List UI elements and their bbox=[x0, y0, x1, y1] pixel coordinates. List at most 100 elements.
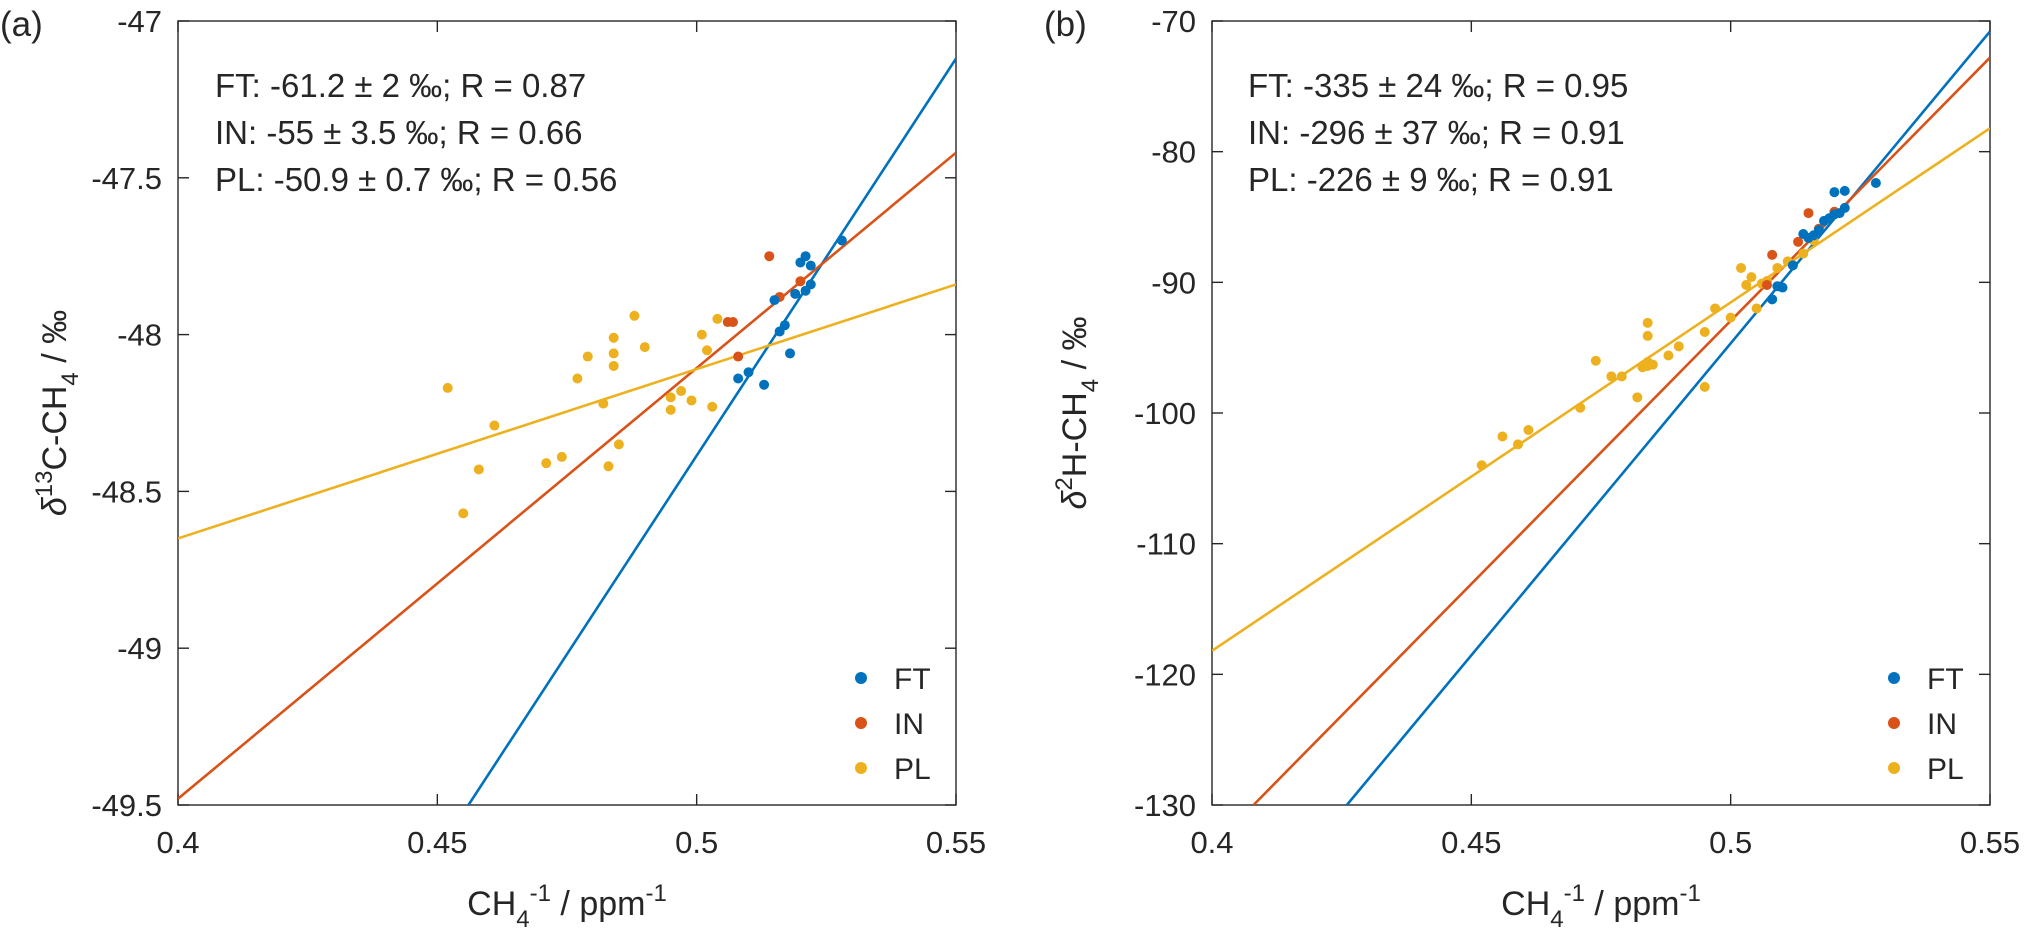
data-point-pl bbox=[613, 439, 624, 450]
y-tick-label: -48.5 bbox=[91, 474, 162, 509]
x-axis-label-part: -1 bbox=[645, 880, 666, 907]
data-point-pl bbox=[1642, 330, 1653, 341]
data-point-pl bbox=[1606, 371, 1617, 382]
y-axis-label-part: 2 bbox=[1051, 477, 1078, 490]
data-point-pl bbox=[608, 360, 619, 371]
data-point-ft bbox=[1870, 178, 1881, 189]
fit-annotation: IN: -296 ± 37 ‰; R = 0.91 bbox=[1248, 114, 1625, 151]
x-axis-label-part: -1 bbox=[1679, 880, 1700, 907]
legend-label-in: IN bbox=[1927, 708, 1957, 741]
legend: FT IN PL bbox=[1888, 663, 1964, 786]
legend-label-ft: FT bbox=[894, 663, 931, 696]
data-point-ft bbox=[733, 373, 744, 384]
x-axis-label-part: CH bbox=[1501, 885, 1550, 923]
y-tick-label: -120 bbox=[1134, 657, 1196, 692]
data-point-ft bbox=[1767, 294, 1778, 305]
panel-label: (b) bbox=[1044, 5, 1087, 44]
y-tick-label: -48 bbox=[117, 318, 162, 353]
x-axis-label-part: 4 bbox=[1550, 906, 1563, 933]
fit-annotation: PL: -50.9 ± 0.7 ‰; R = 0.56 bbox=[215, 161, 617, 198]
data-point-pl bbox=[665, 404, 676, 415]
x-tick-label: 0.4 bbox=[1190, 825, 1233, 860]
data-point-pl bbox=[582, 351, 593, 362]
x-axis-label: CH4-1 / ppm-1 bbox=[1501, 880, 1701, 933]
x-axis-label-part: -1 bbox=[530, 880, 551, 907]
data-point-ft bbox=[1839, 185, 1850, 196]
data-point-pl bbox=[1673, 341, 1684, 352]
data-point-ft bbox=[1777, 282, 1788, 293]
data-point-ft bbox=[759, 379, 770, 390]
y-tick-label: -49 bbox=[117, 631, 162, 666]
y-axis-label-part: δ bbox=[36, 496, 74, 516]
x-axis-label-part: / ppm bbox=[1585, 885, 1679, 923]
data-point-pl bbox=[1725, 312, 1736, 323]
legend-marker-pl bbox=[1888, 762, 1900, 774]
data-point-pl bbox=[1663, 350, 1674, 361]
data-point-in bbox=[727, 317, 738, 328]
data-point-pl bbox=[629, 310, 640, 321]
y-axis-label-part: C-CH bbox=[36, 386, 74, 471]
legend-label-in: IN bbox=[894, 708, 924, 741]
x-tick-label: 0.5 bbox=[675, 825, 718, 860]
data-point-ft bbox=[790, 288, 801, 299]
x-axis-label-part: / ppm bbox=[551, 885, 645, 923]
data-point-pl bbox=[702, 345, 713, 356]
y-axis-label-part: δ bbox=[1056, 489, 1094, 509]
axes-box bbox=[177, 20, 957, 806]
fit-line-ft bbox=[467, 57, 956, 805]
data-point-pl bbox=[442, 382, 453, 393]
data-point-pl bbox=[1746, 272, 1757, 283]
data-point-pl bbox=[1741, 279, 1752, 290]
data-point-pl bbox=[665, 392, 676, 403]
data-point-pl bbox=[572, 373, 583, 384]
x-axis-label-part: 4 bbox=[516, 906, 529, 933]
data-point-pl bbox=[603, 461, 614, 472]
fit-line-pl bbox=[1212, 127, 1990, 652]
y-tick-label: -100 bbox=[1134, 396, 1196, 431]
data-point-ft bbox=[805, 279, 816, 290]
data-point-ft bbox=[1829, 187, 1840, 198]
data-point-pl bbox=[712, 313, 723, 324]
chart-panel-a: 0.4 0.45 0.5 0.55 -47 -47.5 -48 -48.5 -49 -49.5 CH… bbox=[0, 4, 986, 933]
fit-line-in bbox=[178, 151, 956, 800]
legend-label-pl: PL bbox=[894, 753, 931, 786]
y-tick-label: -47 bbox=[117, 4, 162, 39]
data-point-pl bbox=[1575, 402, 1586, 413]
y-tick-label: -70 bbox=[1151, 4, 1196, 39]
y-tick-label: -110 bbox=[1136, 527, 1196, 562]
x-tick-label: 0.55 bbox=[1960, 825, 2020, 860]
y-axis-label-part: 4 bbox=[1077, 379, 1104, 392]
legend-marker-in bbox=[1888, 717, 1900, 729]
data-point-pl bbox=[1523, 424, 1534, 435]
data-point-pl bbox=[1772, 262, 1783, 273]
x-tick-label: 0.45 bbox=[1441, 825, 1501, 860]
data-layer bbox=[178, 57, 956, 805]
data-point-pl bbox=[1616, 371, 1627, 382]
data-point-pl bbox=[639, 342, 650, 353]
legend-marker-ft bbox=[1888, 672, 1900, 684]
chart-panel-b: 0.4 0.45 0.5 0.55 -70 -80 -90 -100 -110 -120 -130 C… bbox=[1044, 4, 2020, 933]
data-point-pl bbox=[608, 332, 619, 343]
x-axis-label-part: CH bbox=[467, 885, 516, 923]
data-point-in bbox=[1761, 279, 1772, 290]
data-point-pl bbox=[1642, 317, 1653, 328]
data-point-pl bbox=[1632, 392, 1643, 403]
x-tick-label: 0.4 bbox=[156, 825, 199, 860]
legend-marker-ft bbox=[855, 672, 867, 684]
x-tick-label: 0.45 bbox=[407, 825, 467, 860]
data-point-pl bbox=[686, 395, 697, 406]
data-point-pl bbox=[1476, 460, 1487, 471]
fit-annotation: IN: -55 ± 3.5 ‰; R = 0.66 bbox=[215, 114, 583, 151]
y-tick-label: -90 bbox=[1151, 265, 1196, 300]
data-point-in bbox=[733, 351, 744, 362]
data-point-pl bbox=[1751, 303, 1762, 314]
data-point-pl bbox=[1590, 355, 1601, 366]
data-point-pl bbox=[1699, 326, 1710, 337]
legend-label-pl: PL bbox=[1927, 753, 1964, 786]
panel-label: (a) bbox=[0, 5, 43, 44]
x-tick-label: 0.55 bbox=[926, 825, 986, 860]
y-axis-label-part: / ‰ bbox=[1056, 317, 1094, 379]
fit-annotation: PL: -226 ± 9 ‰; R = 0.91 bbox=[1248, 161, 1614, 198]
data-point-in bbox=[1793, 236, 1804, 247]
